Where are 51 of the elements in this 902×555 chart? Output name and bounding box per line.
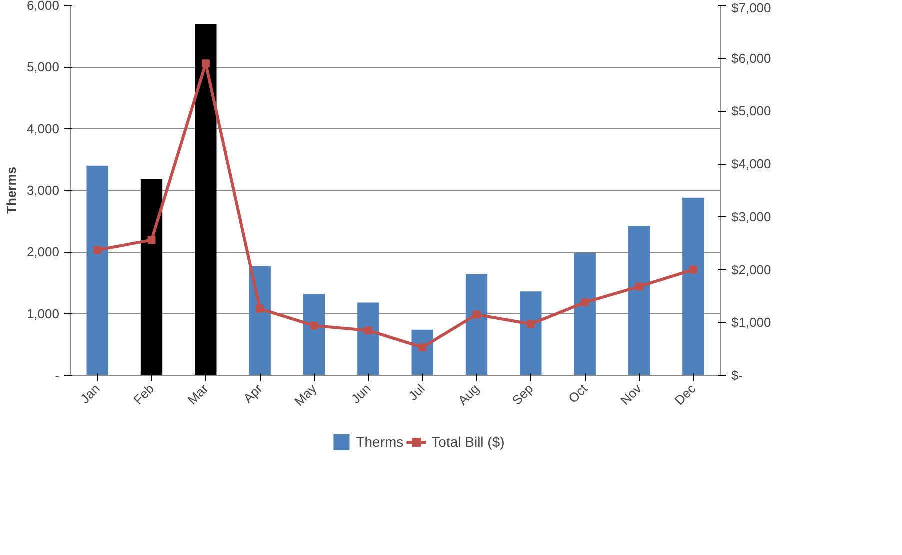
y2-tick-label: $4,000 bbox=[732, 156, 772, 172]
point bbox=[635, 282, 644, 291]
point bbox=[472, 310, 481, 319]
y2-tick-label: $- bbox=[732, 368, 744, 383]
x-tick-label: Jun bbox=[348, 381, 374, 407]
bar bbox=[358, 302, 380, 376]
point bbox=[94, 246, 102, 254]
point bbox=[256, 304, 264, 313]
point bbox=[418, 343, 427, 352]
x-tick-label: Jul bbox=[406, 381, 428, 404]
bar bbox=[628, 226, 650, 376]
point bbox=[310, 322, 318, 330]
y2-tick-label: $6,000 bbox=[732, 50, 772, 66]
x-tick-label: Apr bbox=[240, 380, 266, 406]
x-tick-label: Dec bbox=[672, 380, 700, 408]
x-tick-label: Feb bbox=[130, 381, 158, 408]
point bbox=[689, 266, 698, 274]
y2-tick-label: $1,000 bbox=[732, 315, 772, 330]
bar bbox=[466, 274, 488, 376]
y-tick-label: - bbox=[55, 368, 60, 383]
y2-tick-label: $2,000 bbox=[732, 262, 772, 278]
x-tick-label: May bbox=[292, 380, 320, 410]
y-tick-label: 3,000 bbox=[26, 183, 60, 198]
y2-tick-label: $3,000 bbox=[732, 209, 772, 224]
bar bbox=[682, 198, 704, 376]
y-axis-title: Therms bbox=[4, 167, 19, 214]
bar bbox=[574, 253, 596, 376]
x-tick-label: Sep bbox=[509, 381, 536, 408]
x-tick-label: Nov bbox=[618, 380, 645, 408]
legend-label: Therms bbox=[356, 434, 404, 450]
bar bbox=[249, 266, 271, 376]
bar bbox=[86, 166, 108, 376]
y-tick-label: 4,000 bbox=[26, 121, 60, 136]
y-tick-label: 6,000 bbox=[26, 0, 60, 13]
y-tick-label: 5,000 bbox=[26, 60, 60, 75]
bar bbox=[520, 292, 542, 376]
y-tick-label: 1,000 bbox=[26, 306, 60, 322]
x-tick-label: Oct bbox=[565, 380, 591, 406]
y2-tick-label: $7,000 bbox=[732, 0, 772, 16]
x-tick-label: Aug bbox=[455, 381, 482, 408]
point bbox=[202, 60, 210, 68]
point bbox=[581, 298, 590, 307]
x-tick-label: Jan bbox=[77, 381, 103, 407]
x-tick-label: Mar bbox=[184, 380, 212, 408]
point bbox=[148, 236, 156, 244]
point bbox=[526, 320, 535, 328]
y2-tick-label: $5,000 bbox=[732, 104, 772, 119]
legend-label: Total Bill ($) bbox=[432, 434, 505, 450]
bar bbox=[303, 294, 326, 376]
y-tick-label: 2,000 bbox=[26, 244, 60, 260]
point bbox=[364, 326, 372, 335]
